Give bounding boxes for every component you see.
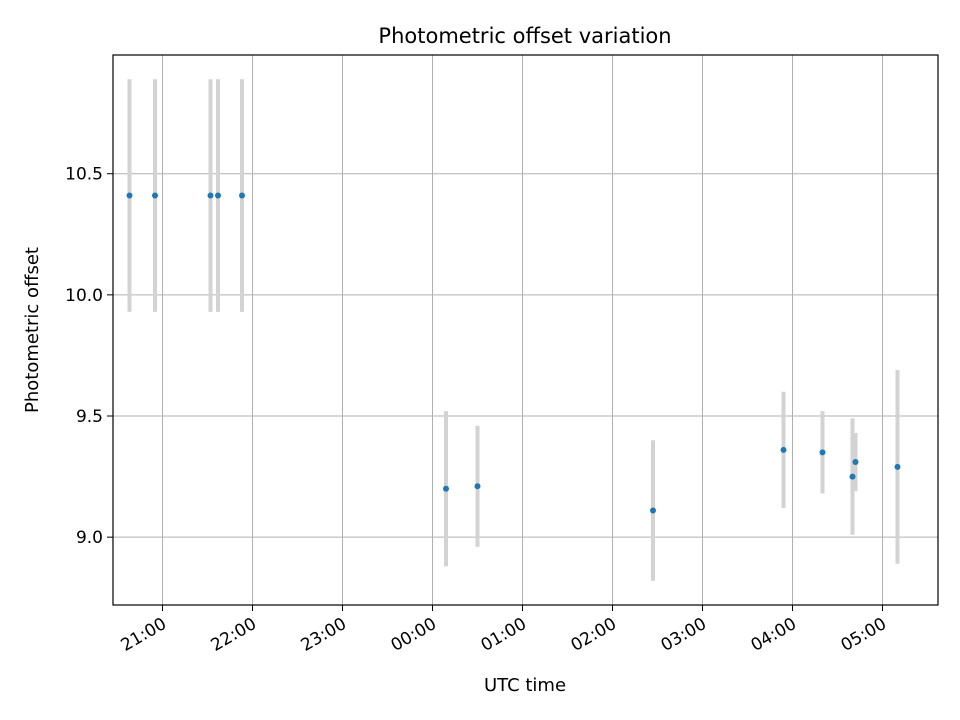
axis-ticks: 21:00 22:00 23:00 00:00 01:00 02:00 03:00 04:00… bbox=[65, 165, 890, 656]
grid-lines bbox=[113, 55, 938, 605]
error-bars bbox=[127, 79, 900, 581]
x-tick-label: 23:00 bbox=[298, 614, 350, 656]
data-point bbox=[239, 192, 245, 199]
x-tick-label: 02:00 bbox=[568, 614, 620, 656]
y-tick-label: 10.0 bbox=[65, 286, 103, 306]
data-point bbox=[215, 192, 221, 199]
x-tick-label: 22:00 bbox=[208, 614, 260, 656]
data-point bbox=[780, 446, 787, 453]
chart-title: Photometric offset variation bbox=[378, 24, 671, 48]
data-point bbox=[852, 459, 859, 466]
data-point bbox=[894, 463, 901, 470]
data-point bbox=[474, 483, 481, 490]
x-tick-label: 00:00 bbox=[388, 614, 440, 656]
data-point bbox=[126, 192, 133, 199]
data-point bbox=[650, 507, 656, 514]
x-axis-label: UTC time bbox=[484, 675, 566, 696]
x-tick-label: 21:00 bbox=[118, 614, 170, 656]
data-points bbox=[126, 192, 901, 514]
data-point bbox=[443, 485, 449, 492]
data-point bbox=[207, 192, 214, 199]
y-axis-label: Photometric offset bbox=[22, 247, 43, 413]
x-tick-label: 01:00 bbox=[478, 614, 530, 656]
x-tick-label: 03:00 bbox=[658, 614, 710, 656]
y-tick-label: 9.5 bbox=[76, 407, 103, 427]
data-point bbox=[849, 473, 856, 480]
y-tick-label: 10.5 bbox=[65, 165, 103, 185]
y-tick-label: 9.0 bbox=[76, 528, 103, 548]
data-point bbox=[819, 449, 826, 456]
plot-frame bbox=[112, 54, 939, 606]
x-tick-label: 05:00 bbox=[838, 614, 890, 656]
x-tick-label: 04:00 bbox=[748, 614, 800, 656]
data-point bbox=[152, 192, 158, 199]
